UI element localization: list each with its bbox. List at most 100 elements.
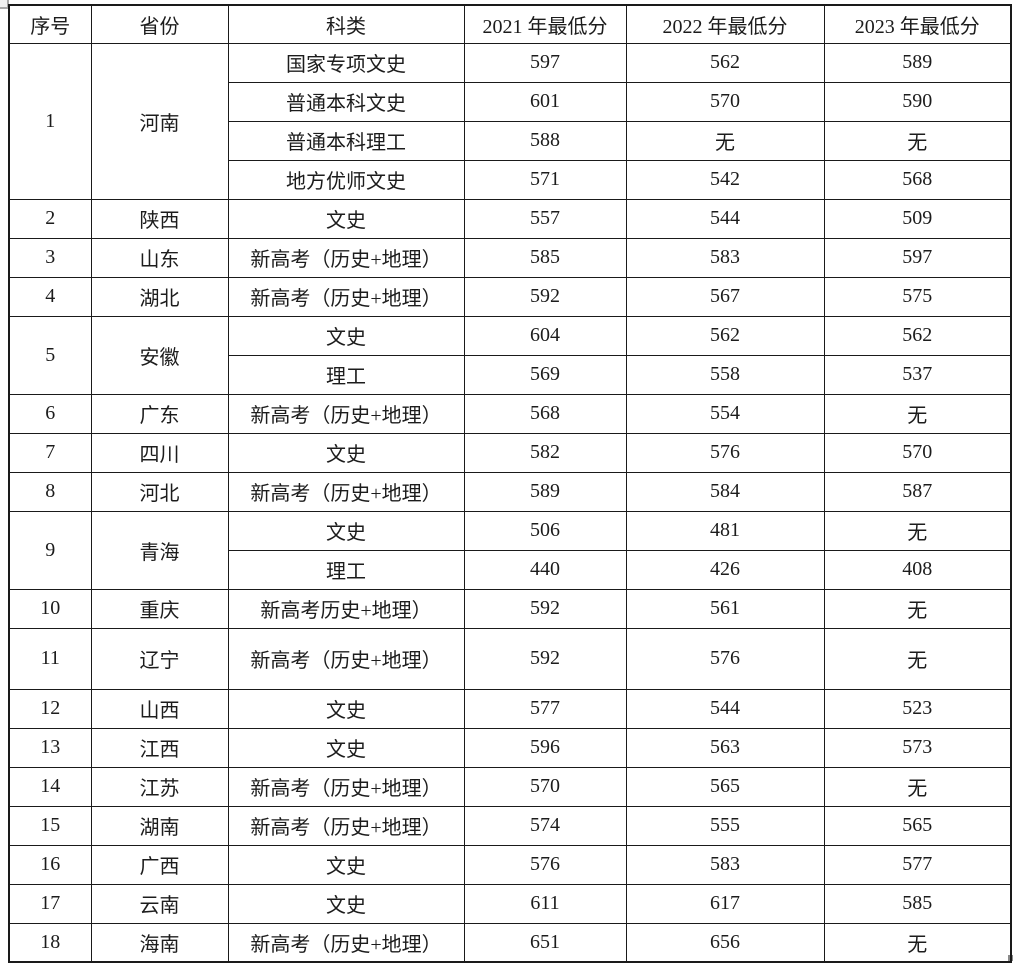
table-row: 18 海南 新高考（历史+地理） 651 656 无: [8, 922, 1012, 963]
row-number-cell: 3: [8, 237, 92, 278]
category-cell: 普通本科文史: [227, 81, 465, 122]
score-2022-cell: 617: [625, 883, 825, 924]
score-2023-cell: 589: [823, 42, 1012, 83]
score-2021-cell: 601: [463, 81, 627, 122]
score-2022-cell: 481: [625, 510, 825, 551]
score-2022-cell: 562: [625, 42, 825, 83]
column-header: 科类: [227, 4, 465, 44]
score-2023-cell: 590: [823, 81, 1012, 122]
score-2022-cell: 544: [625, 688, 825, 729]
column-header: 序号: [8, 4, 92, 44]
province-cell: 湖北: [90, 276, 229, 317]
score-2021-cell: 568: [463, 393, 627, 434]
score-2022-cell: 426: [625, 549, 825, 590]
row-number-cell: 12: [8, 688, 92, 729]
score-2022-cell: 554: [625, 393, 825, 434]
province-cell: 山西: [90, 688, 229, 729]
table-row: 12 山西 文史 577 544 523: [8, 688, 1012, 729]
table-row: 7 四川 文史 582 576 570: [8, 432, 1012, 473]
row-number-cell: 6: [8, 393, 92, 434]
score-2023-cell: 570: [823, 432, 1012, 473]
score-2021-cell: 611: [463, 883, 627, 924]
score-2022-cell: 656: [625, 922, 825, 963]
score-2023-cell: 无: [823, 627, 1012, 690]
table-row: 9 青海 文史 506 481 无: [8, 510, 1012, 590]
score-2023-cell: 无: [823, 922, 1012, 963]
row-number-cell: 7: [8, 432, 92, 473]
score-2021-cell: 589: [463, 471, 627, 512]
row-number-cell: 9: [8, 510, 92, 590]
category-cell: 新高考（历史+地理）: [227, 627, 465, 690]
score-2021-cell: 569: [463, 354, 627, 395]
table-row: 2 陕西 文史 557 544 509: [8, 198, 1012, 239]
province-cell: 江西: [90, 727, 229, 768]
province-cell: 青海: [90, 510, 229, 590]
score-2022-cell: 576: [625, 432, 825, 473]
category-cell: 新高考（历史+地理）: [227, 766, 465, 807]
province-cell: 安徽: [90, 315, 229, 395]
province-cell: 广东: [90, 393, 229, 434]
row-number-cell: 18: [8, 922, 92, 963]
category-cell: 新高考（历史+地理）: [227, 393, 465, 434]
row-number-cell: 17: [8, 883, 92, 924]
row-number-cell: 1: [8, 42, 92, 200]
score-2023-cell: 575: [823, 276, 1012, 317]
category-cell: 国家专项文史: [227, 42, 465, 83]
table-row: 理工 440 426 408: [9, 549, 1012, 590]
column-header: 省份: [90, 4, 229, 44]
score-2021-cell: 651: [463, 922, 627, 963]
province-cell: 辽宁: [90, 627, 229, 690]
score-2022-cell: 542: [625, 159, 825, 200]
table-row: 10 重庆 新高考历史+地理） 592 561 无: [8, 588, 1012, 629]
score-2021-cell: 574: [463, 805, 627, 846]
score-2022-cell: 576: [625, 627, 825, 690]
score-2023-cell: 568: [823, 159, 1012, 200]
score-2022-cell: 567: [625, 276, 825, 317]
table-row: 3 山东 新高考（历史+地理） 585 583 597: [8, 237, 1012, 278]
category-cell: 文史: [227, 432, 465, 473]
province-cell: 河南: [90, 42, 229, 200]
category-cell: 理工: [227, 549, 465, 590]
admission-scores-table: 序号 省份 科类 2021 年最低分 2022 年最低分 2023 年最低分 1 河南 国家专…: [8, 4, 1012, 963]
score-2021-cell: 588: [463, 120, 627, 161]
table-row: 1 河南 国家专项文史 597 562 589: [8, 42, 1012, 200]
table-row: 普通本科理工 588 无无: [9, 120, 1012, 161]
table-row: 15 湖南 新高考（历史+地理） 574 555 565: [8, 805, 1012, 846]
row-number-cell: 13: [8, 727, 92, 768]
score-2021-cell: 604: [463, 315, 627, 356]
score-2021-cell: 582: [463, 432, 627, 473]
province-cell: 广西: [90, 844, 229, 885]
category-cell: 文史: [227, 844, 465, 885]
score-2021-cell: 571: [463, 159, 627, 200]
row-number-cell: 14: [8, 766, 92, 807]
score-2021-cell: 592: [463, 627, 627, 690]
category-cell: 新高考（历史+地理）: [227, 276, 465, 317]
table-row: 16 广西 文史 576 583 577: [8, 844, 1012, 885]
score-2021-cell: 597: [463, 42, 627, 83]
header-row: 序号 省份 科类 2021 年最低分 2022 年最低分 2023 年最低分: [8, 4, 1012, 44]
category-cell: 文史: [227, 688, 465, 729]
category-cell: 新高考（历史+地理）: [227, 471, 465, 512]
province-cell: 山东: [90, 237, 229, 278]
score-2022-cell: 555: [625, 805, 825, 846]
row-number-cell: 5: [8, 315, 92, 395]
row-number-cell: 16: [8, 844, 92, 885]
score-2021-cell: 570: [463, 766, 627, 807]
score-2023-cell: 585: [823, 883, 1012, 924]
category-cell: 新高考（历史+地理）: [227, 922, 465, 963]
province-cell: 河北: [90, 471, 229, 512]
table-row: 13 江西 文史 596 563 573: [8, 727, 1012, 768]
score-2023-cell: 无: [823, 766, 1012, 807]
score-2021-cell: 440: [463, 549, 627, 590]
score-2023-cell: 587: [823, 471, 1012, 512]
score-2022-cell: 563: [625, 727, 825, 768]
score-2022-cell: 570: [625, 81, 825, 122]
table-row: 地方优师文史 571 542 568: [9, 159, 1012, 200]
province-cell: 江苏: [90, 766, 229, 807]
score-2022-cell: 584: [625, 471, 825, 512]
score-2022-cell: 561: [625, 588, 825, 629]
category-cell: 理工: [227, 354, 465, 395]
column-header: 2023 年最低分: [823, 4, 1012, 44]
category-cell: 文史: [227, 198, 465, 239]
score-2021-cell: 557: [463, 198, 627, 239]
